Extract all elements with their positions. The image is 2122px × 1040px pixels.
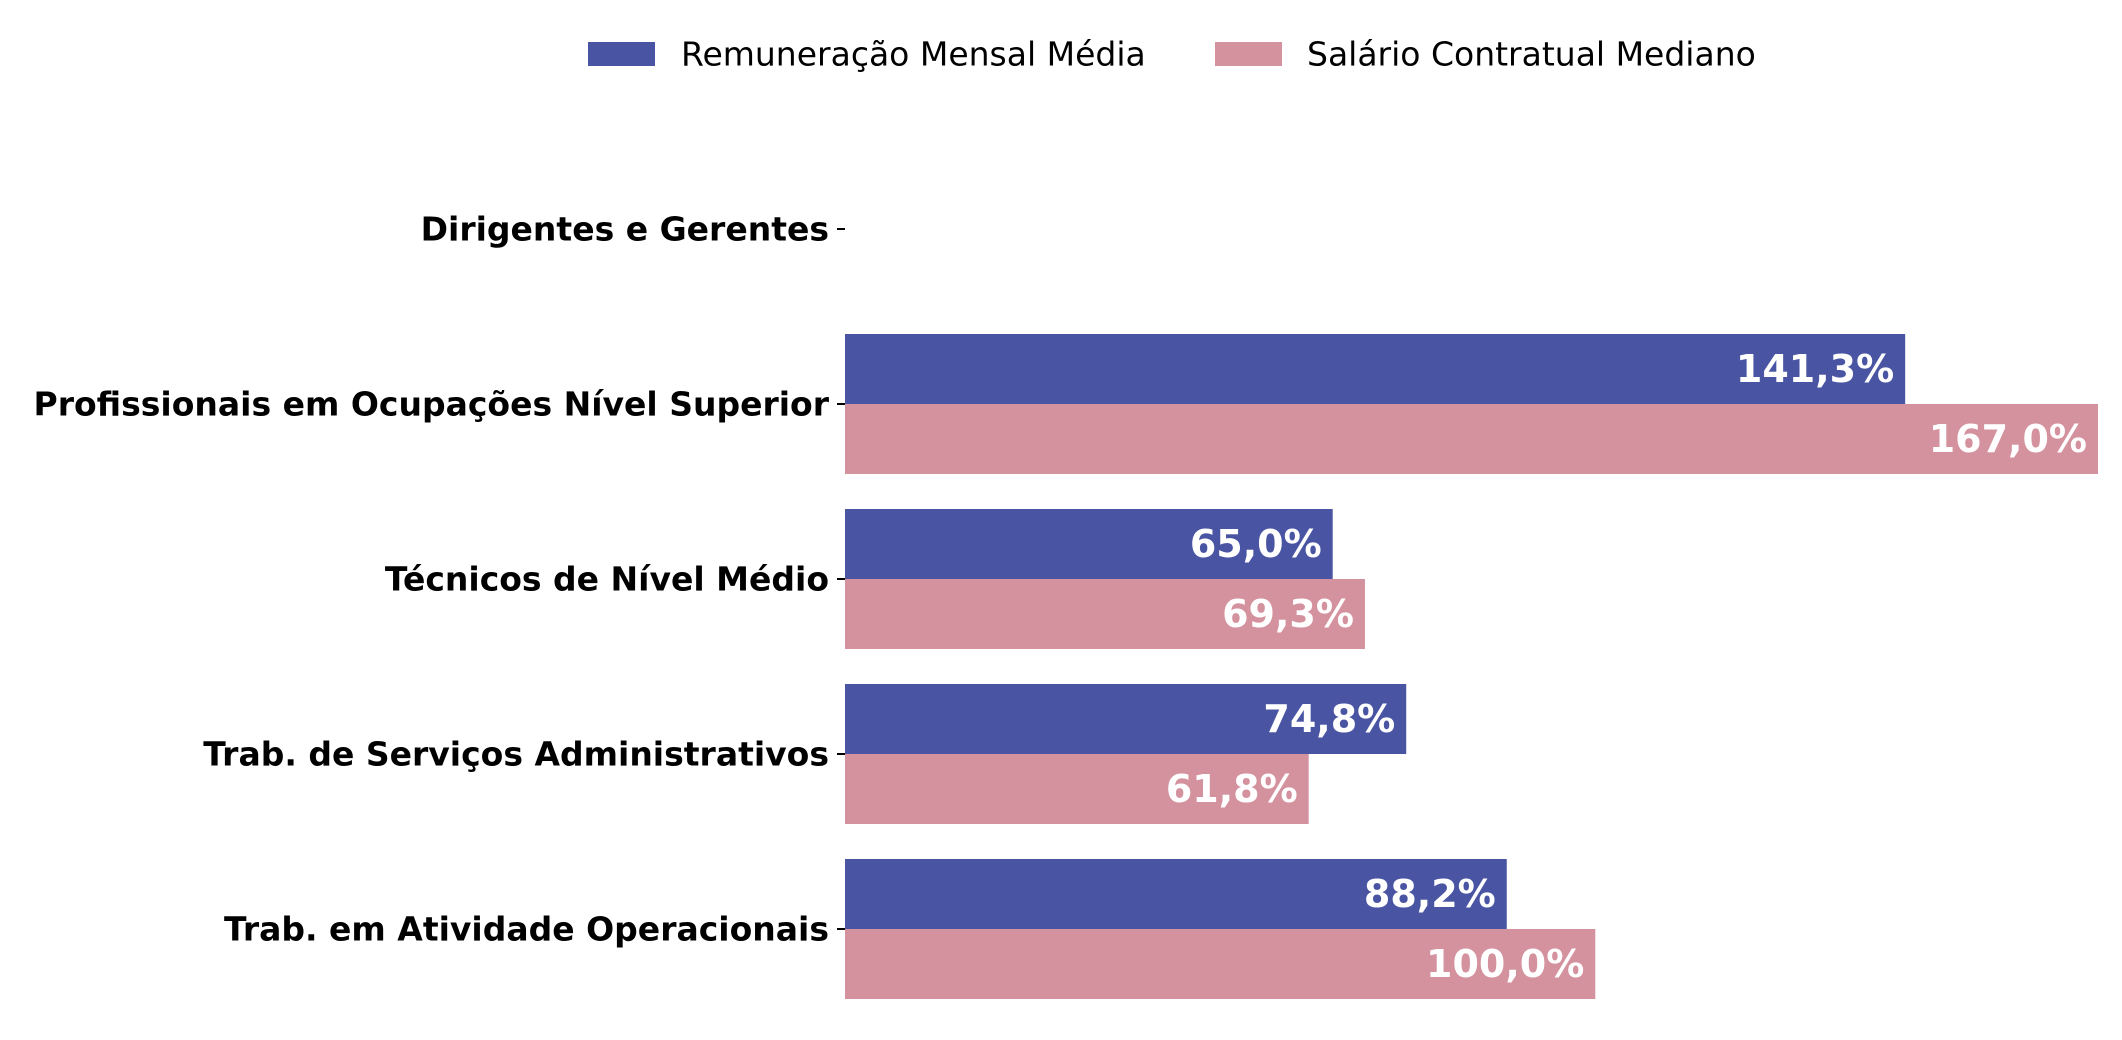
value-label: 61,8% <box>1166 767 1298 811</box>
value-label: 88,2% <box>1364 872 1496 916</box>
bar-remuneracao-mensal-media-tecnicos-de-nivel-medio <box>845 509 1333 579</box>
bar-salario-contratual-mediano-trab-em-atividade-operacionais <box>845 929 1596 999</box>
bar-remuneracao-mensal-media-profissionais-em-ocupacoes-nivel-superior <box>845 334 1906 404</box>
category-label: Trab. em Atividade Operacionais <box>224 910 829 949</box>
bar-salario-contratual-mediano-profissionais-em-ocupacoes-nivel-superior <box>845 404 2098 474</box>
value-label: 69,3% <box>1222 592 1354 636</box>
value-label: 141,3% <box>1736 347 1894 391</box>
legend-label: Remuneração Mensal Média <box>681 35 1146 74</box>
value-label: 65,0% <box>1190 522 1322 566</box>
bar-remuneracao-mensal-media-trab-de-servicos-administrativos <box>845 684 1407 754</box>
y-axis: Dirigentes e Gerentes Profissionais em Oc… <box>34 210 845 949</box>
bar-salario-contratual-mediano-trab-de-servicos-administrativos <box>845 754 1309 824</box>
category-label: Dirigentes e Gerentes <box>421 210 829 249</box>
bar-salario-contratual-mediano-tecnicos-de-nivel-medio <box>845 579 1365 649</box>
category-label: Trab. de Serviços Administrativos <box>203 735 829 774</box>
value-label: 100,0% <box>1426 942 1584 986</box>
value-label: 74,8% <box>1263 697 1395 741</box>
bar-remuneracao-mensal-media-trab-em-atividade-operacionais <box>845 859 1507 929</box>
legend: Remuneração Mensal Média Salário Contratu… <box>588 35 1756 74</box>
value-label: 167,0% <box>1929 417 2087 461</box>
category-label: Técnicos de Nível Médio <box>385 560 829 599</box>
legend-swatch <box>1215 42 1282 66</box>
legend-swatch <box>588 42 655 66</box>
category-label: Profissionais em Ocupações Nível Superio… <box>34 385 830 424</box>
value-labels: 141,3% 65,0% 74,8% 88,2% 167,0% 69,3% 61,8% 100… <box>1166 347 2087 986</box>
legend-label: Salário Contratual Mediano <box>1307 35 1756 74</box>
legend-item-remuneracao-mensal-media: Remuneração Mensal Média <box>588 35 1146 74</box>
legend-item-salario-contratual-mediano: Salário Contratual Mediano <box>1215 35 1756 74</box>
bars <box>845 334 2098 999</box>
